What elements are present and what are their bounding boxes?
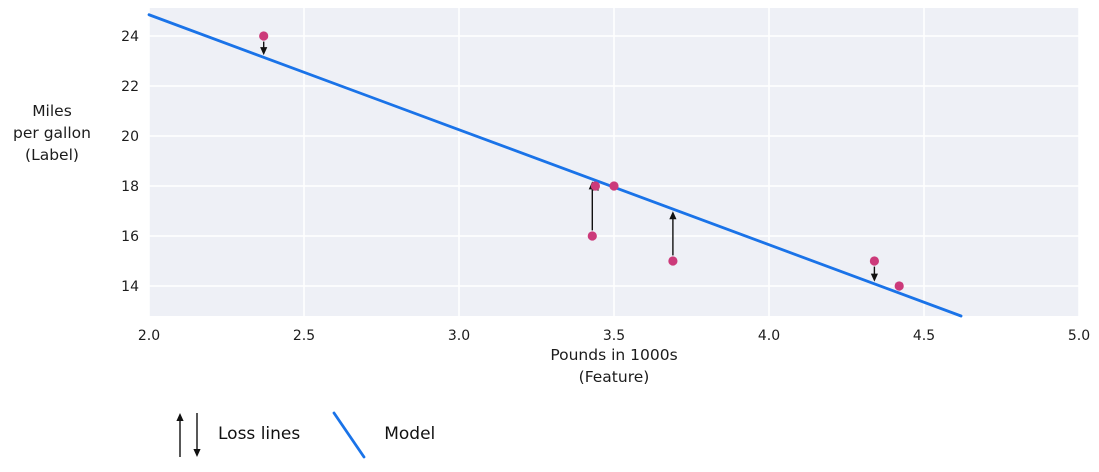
y-axis-label: Miles per gallon (Label) xyxy=(13,102,91,164)
loss-arrow xyxy=(193,413,201,457)
model-line-icon xyxy=(332,411,366,459)
y-tick-label: 14 xyxy=(121,279,139,295)
x-tick-label: 3.0 xyxy=(448,328,470,344)
legend: Loss lines Model xyxy=(166,404,435,464)
loss-lines-icon xyxy=(176,413,201,457)
x-tick-label: 5.0 xyxy=(1068,328,1090,344)
y-tick-label: 16 xyxy=(121,229,139,245)
data-point xyxy=(609,181,619,191)
x-tick-label: 4.0 xyxy=(758,328,780,344)
y-tick-label: 18 xyxy=(121,179,139,195)
loss-arrow xyxy=(669,211,677,256)
loss-arrow xyxy=(176,413,184,457)
loss-arrow-head xyxy=(176,413,184,421)
loss-arrow xyxy=(870,266,878,282)
x-tick-label: 2.0 xyxy=(138,328,160,344)
data-point xyxy=(894,281,904,291)
legend-label-loss-lines: Loss lines xyxy=(218,424,301,444)
loss-arrow-head xyxy=(260,47,268,56)
legend-label-model: Model xyxy=(384,424,436,444)
data-point xyxy=(590,181,601,191)
y-tick-label: 22 xyxy=(121,79,139,95)
loss-arrow-head xyxy=(669,211,677,220)
data-point xyxy=(587,231,597,241)
x-tick-label: 4.5 xyxy=(913,328,935,344)
loss-arrow-head xyxy=(193,449,201,457)
loss-arrow-head xyxy=(870,273,878,282)
y-tick-label: 24 xyxy=(121,29,139,45)
x-tick-label: 3.5 xyxy=(603,328,625,344)
data-point xyxy=(869,256,880,266)
x-axis-label: Pounds in 1000s (Feature) xyxy=(550,346,678,386)
data-point xyxy=(259,31,269,41)
data-point xyxy=(668,256,678,266)
model-line xyxy=(147,13,963,318)
x-tick-label: 2.5 xyxy=(293,328,315,344)
y-tick-label: 20 xyxy=(121,129,139,145)
loss-arrow xyxy=(260,41,268,56)
